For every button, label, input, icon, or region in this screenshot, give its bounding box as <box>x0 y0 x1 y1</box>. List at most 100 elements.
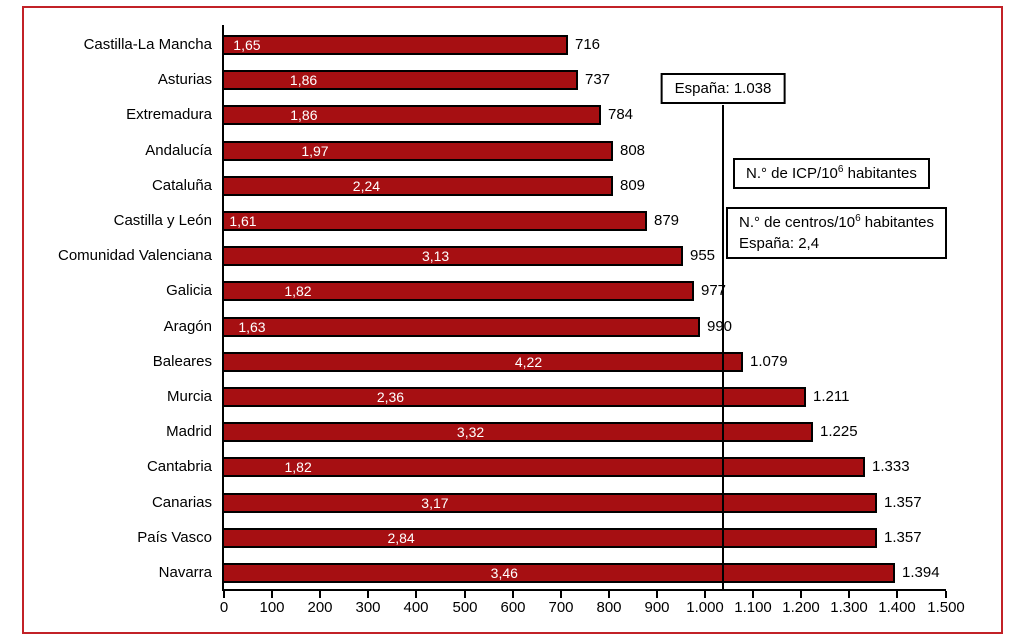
x-axis-tick-label: 0 <box>219 599 229 616</box>
bar-end-value-label: 990 <box>707 318 733 335</box>
bar-end-value-label: 716 <box>575 36 601 53</box>
y-axis-line <box>222 25 224 591</box>
bar-end-value-label: 1.394 <box>902 564 940 581</box>
legend-centros-text: N.° de centros/10 <box>739 214 856 231</box>
x-axis-tick-label: 500 <box>452 599 478 616</box>
x-axis-tick-label: 400 <box>403 599 429 616</box>
bar: 1,63 <box>224 317 700 337</box>
bar-inner-value-label: 1,86 <box>289 72 318 88</box>
bar: 3,46 <box>224 563 895 583</box>
bar-end-value-label: 809 <box>620 177 646 194</box>
legend-centros-text-after: habitantes <box>860 214 935 231</box>
category-label: Extremadura <box>126 106 212 123</box>
bar: 1,86 <box>224 70 578 90</box>
category-label: Andalucía <box>145 142 212 159</box>
x-axis-tick-label: 1.000 <box>686 599 724 616</box>
figure-border <box>22 6 1003 634</box>
bar-end-value-label: 1.225 <box>820 423 858 440</box>
bar: 1,97 <box>224 141 613 161</box>
x-axis-line <box>222 589 946 591</box>
bar-inner-value-label: 3,32 <box>456 424 485 440</box>
bar: 2,84 <box>224 528 877 548</box>
category-label: Cantabria <box>146 458 212 475</box>
category-label: Navarra <box>158 564 212 581</box>
bar-inner-value-label: 1,65 <box>233 37 261 53</box>
x-axis-tick <box>800 591 802 598</box>
legend-centros-line1: N.° de centros/106 habitantes <box>739 212 934 233</box>
bar-inner-value-label: 3,13 <box>421 248 450 264</box>
bar: 1,61 <box>224 211 647 231</box>
bar-end-value-label: 1.333 <box>872 458 910 475</box>
bar-inner-value-label: 1,97 <box>301 143 329 159</box>
category-label: Madrid <box>166 423 212 440</box>
x-axis-tick <box>752 591 754 598</box>
bar-inner-value-label: 2,84 <box>387 530 415 546</box>
x-axis-tick-label: 100 <box>259 599 285 616</box>
bar-end-value-label: 784 <box>608 106 634 123</box>
bar: 3,17 <box>224 493 877 513</box>
bar: 3,32 <box>224 422 813 442</box>
category-label: Comunidad Valenciana <box>58 247 212 264</box>
bar-end-value-label: 977 <box>701 282 727 299</box>
bar-inner-value-label: 1,86 <box>290 107 318 123</box>
legend-centros-line2: España: 2,4 <box>739 235 820 252</box>
x-axis-tick-label: 1.400 <box>878 599 916 616</box>
x-axis-tick-label: 200 <box>307 599 333 616</box>
category-label: Murcia <box>166 388 212 405</box>
bar: 2,36 <box>224 387 806 407</box>
legend-centros-superscript: 6 <box>855 213 861 224</box>
bar-inner-value-label: 3,46 <box>490 565 518 581</box>
bar-inner-value-label: 1,63 <box>238 319 266 335</box>
x-axis-tick <box>415 591 417 598</box>
x-axis-tick-label: 700 <box>548 599 574 616</box>
legend-icp-text: N.° de ICP/10 <box>746 165 838 182</box>
x-axis-tick <box>945 591 947 598</box>
bar-inner-value-label: 2,36 <box>376 389 405 405</box>
bar-end-value-label: 1.211 <box>813 388 850 405</box>
category-label: País Vasco <box>137 529 212 546</box>
category-label: Castilla-La Mancha <box>83 36 212 53</box>
x-axis-tick-label: 900 <box>644 599 670 616</box>
category-label: Cataluña <box>151 177 212 194</box>
x-axis-tick <box>896 591 898 598</box>
bar: 1,86 <box>224 105 601 125</box>
bar-end-value-label: 879 <box>654 212 680 229</box>
x-axis-tick-label: 1.300 <box>830 599 868 616</box>
category-label: Aragón <box>163 318 212 335</box>
bar-end-value-label: 808 <box>620 142 646 159</box>
legend-icp-box: N.° de ICP/106 habitantes <box>733 158 930 189</box>
bar: 1,82 <box>224 281 694 301</box>
x-axis-tick <box>319 591 321 598</box>
x-axis-tick <box>608 591 610 598</box>
x-axis-tick <box>704 591 706 598</box>
bar-inner-value-label: 4,22 <box>514 354 543 370</box>
x-axis-tick-label: 600 <box>500 599 526 616</box>
legend-icp-superscript: 6 <box>837 164 844 175</box>
bar-end-value-label: 955 <box>690 247 716 264</box>
reference-value-box: España: 1.038 <box>660 73 786 104</box>
bar-inner-value-label: 3,17 <box>421 495 449 511</box>
bar: 1,82 <box>224 457 865 477</box>
bar-inner-value-label: 1,82 <box>284 283 312 299</box>
category-label: Castilla y León <box>113 212 212 229</box>
bar-end-value-label: 1.079 <box>750 353 788 370</box>
x-axis-tick-label: 1.500 <box>927 599 965 616</box>
bar-inner-value-label: 1,82 <box>284 459 312 475</box>
x-axis-tick-label: 300 <box>355 599 381 616</box>
bar-inner-value-label: 1,61 <box>229 213 257 229</box>
x-axis-tick <box>367 591 369 598</box>
bar: 1,65 <box>224 35 568 55</box>
x-axis-tick <box>464 591 466 598</box>
x-axis-tick <box>656 591 658 598</box>
bar-inner-value-label: 2,24 <box>352 178 381 194</box>
legend-centros-box: N.° de centros/106 habitantes España: 2,… <box>726 207 948 259</box>
bar: 3,13 <box>224 246 683 266</box>
bar: 2,24 <box>224 176 613 196</box>
legend-icp-text-after: habitantes <box>843 165 917 182</box>
bar-end-value-label: 737 <box>585 71 611 88</box>
category-label: Asturias <box>157 71 212 88</box>
bar-end-value-label: 1.357 <box>884 494 922 511</box>
category-label: Baleares <box>152 353 212 370</box>
x-axis-tick-label: 1.100 <box>734 599 772 616</box>
